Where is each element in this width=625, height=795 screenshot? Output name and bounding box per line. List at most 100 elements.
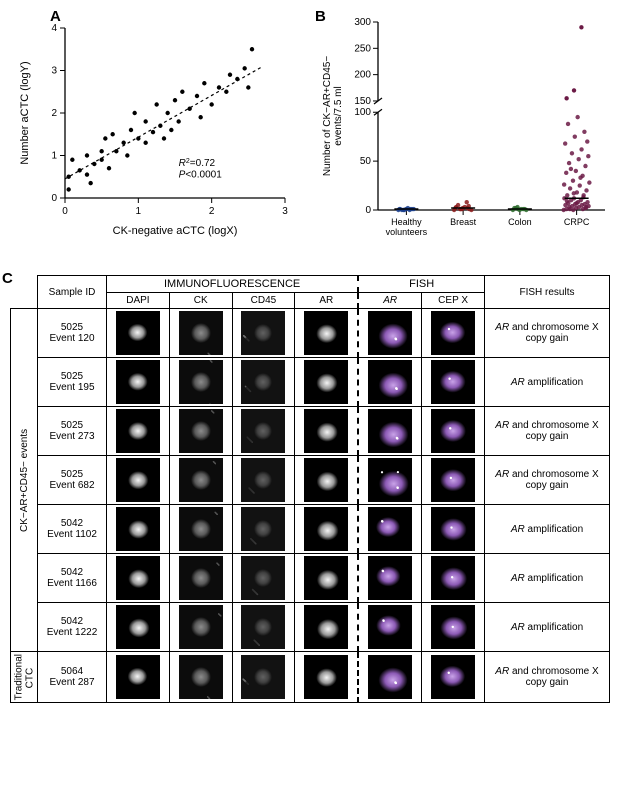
ar-image xyxy=(295,652,358,703)
microscopy-table: Sample IDIMMUNOFLUORESCENCEFISHFISH resu… xyxy=(10,275,610,703)
col-header-sample: Sample ID xyxy=(38,276,107,309)
svg-text:Number of CK−AR+CD45−: Number of CK−AR+CD45− xyxy=(322,56,333,176)
sample-id: 5064Event 287 xyxy=(38,652,107,703)
svg-text:250: 250 xyxy=(354,43,371,54)
panel-label-a: A xyxy=(50,8,61,25)
ar-image xyxy=(295,358,358,407)
cd45-image xyxy=(232,554,295,603)
fish-cepx-image xyxy=(422,554,485,603)
fish-result: AR and chromosome X copy gain xyxy=(485,309,610,358)
svg-text:150: 150 xyxy=(354,96,371,107)
fish-ar-image xyxy=(358,603,421,652)
dot-plot: 050100150200250300Number of CK−AR+CD45−e… xyxy=(320,10,615,250)
ar-image xyxy=(295,456,358,505)
svg-text:0: 0 xyxy=(365,205,371,216)
svg-text:P<0.0001: P<0.0001 xyxy=(179,170,223,181)
ck-image xyxy=(169,603,232,652)
table-row: 5025Event 273 AR and chromosome X copy ga… xyxy=(11,407,610,456)
dapi-image xyxy=(107,309,170,358)
fish-cepx-image xyxy=(422,407,485,456)
svg-text:R2=0.72: R2=0.72 xyxy=(179,158,216,170)
fish-cepx-image xyxy=(422,652,485,703)
col-header-fishresults: FISH results xyxy=(485,276,610,309)
svg-text:CRPC: CRPC xyxy=(564,217,590,227)
ck-image xyxy=(169,309,232,358)
fish-ar-image xyxy=(358,407,421,456)
ck-image xyxy=(169,554,232,603)
ck-image xyxy=(169,652,232,703)
fish-result: AR amplification xyxy=(485,358,610,407)
svg-text:Colon: Colon xyxy=(508,217,532,227)
svg-text:50: 50 xyxy=(360,156,372,167)
svg-text:3: 3 xyxy=(282,206,288,217)
col-header-dapi: DAPI xyxy=(107,293,170,309)
dapi-image xyxy=(107,358,170,407)
svg-text:Healthy: Healthy xyxy=(391,217,422,227)
col-header-cd45: CD45 xyxy=(232,293,295,309)
ck-image xyxy=(169,358,232,407)
sample-id: 5042Event 1102 xyxy=(38,505,107,554)
ck-image xyxy=(169,505,232,554)
section-label-ck: CK−AR+CD45− events xyxy=(11,309,38,652)
table-row: TraditionalCTC5064Event 287AR and chromo… xyxy=(11,652,610,703)
ck-image xyxy=(169,456,232,505)
svg-text:300: 300 xyxy=(354,17,371,28)
svg-text:2: 2 xyxy=(51,108,57,119)
table-row: 5042Event 1166AR amplification xyxy=(11,554,610,603)
panel-label-b: B xyxy=(315,8,326,25)
sample-id: 5025Event 195 xyxy=(38,358,107,407)
fish-cepx-image xyxy=(422,505,485,554)
fish-result: AR and chromosome X copy gain xyxy=(485,407,610,456)
svg-text:events/7.5 ml: events/7.5 ml xyxy=(333,86,344,145)
ar-image xyxy=(295,505,358,554)
cd45-image xyxy=(232,505,295,554)
svg-text:1: 1 xyxy=(51,151,57,162)
sample-id: 5025Event 682 xyxy=(38,456,107,505)
table-row: 5025Event 195 AR amplification xyxy=(11,358,610,407)
fish-cepx-image xyxy=(422,309,485,358)
fish-cepx-image xyxy=(422,358,485,407)
top-panels-row: A 012301234CK-negative aCTC (logX)Number… xyxy=(10,10,615,250)
sample-id: 5025Event 120 xyxy=(38,309,107,358)
table-row: 5042Event 1102AR amplification xyxy=(11,505,610,554)
svg-text:CK-negative aCTC (logX): CK-negative aCTC (logX) xyxy=(113,225,238,237)
cd45-image xyxy=(232,652,295,703)
cd45-image xyxy=(232,603,295,652)
table-row: CK−AR+CD45− events5025Event 120AR and ch… xyxy=(11,309,610,358)
ar-image xyxy=(295,407,358,456)
sample-id: 5042Event 1222 xyxy=(38,603,107,652)
cd45-image xyxy=(232,358,295,407)
panel-c: C Sample IDIMMUNOFLUORESCENCEFISHFISH re… xyxy=(10,275,615,703)
panel-label-c: C xyxy=(2,270,13,287)
fish-ar-image xyxy=(358,554,421,603)
header-fish: FISH xyxy=(358,276,484,293)
fish-result: AR and chromosome X copy gain xyxy=(485,456,610,505)
col-header-ar-fish: AR xyxy=(358,293,421,309)
svg-text:Number aCTC (logY): Number aCTC (logY) xyxy=(19,61,31,164)
fish-cepx-image xyxy=(422,603,485,652)
table-row: 5025Event 682 AR and chromosome X copy ga… xyxy=(11,456,610,505)
fish-result: AR amplification xyxy=(485,603,610,652)
fish-ar-image xyxy=(358,456,421,505)
ar-image xyxy=(295,309,358,358)
sample-id: 5025Event 273 xyxy=(38,407,107,456)
dapi-image xyxy=(107,603,170,652)
svg-text:0: 0 xyxy=(51,193,57,204)
dapi-image xyxy=(107,407,170,456)
svg-text:3: 3 xyxy=(51,66,57,77)
dapi-image xyxy=(107,652,170,703)
fish-result: AR and chromosome X copy gain xyxy=(485,652,610,703)
dapi-image xyxy=(107,456,170,505)
panel-a: A 012301234CK-negative aCTC (logX)Number… xyxy=(10,10,300,240)
ar-image xyxy=(295,603,358,652)
fish-cepx-image xyxy=(422,456,485,505)
cd45-image xyxy=(232,456,295,505)
fish-ar-image xyxy=(358,652,421,703)
sample-id: 5042Event 1166 xyxy=(38,554,107,603)
dapi-image xyxy=(107,505,170,554)
svg-text:0: 0 xyxy=(62,206,68,217)
panel-b: B 050100150200250300Number of CK−AR+CD45… xyxy=(320,10,615,250)
ck-image xyxy=(169,407,232,456)
fish-ar-image xyxy=(358,358,421,407)
scatter-plot: 012301234CK-negative aCTC (logX)Number a… xyxy=(10,10,300,240)
